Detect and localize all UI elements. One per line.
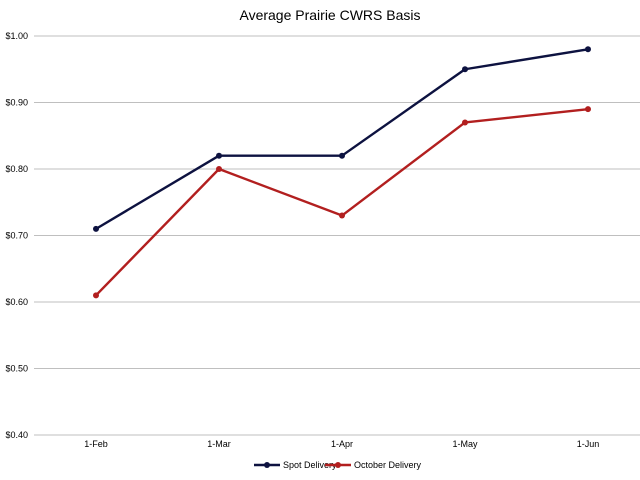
legend-item: Spot Delivery xyxy=(254,460,337,470)
data-point xyxy=(462,66,468,73)
data-point xyxy=(93,225,99,232)
x-tick-label: 1-Jun xyxy=(577,439,600,449)
legend: Spot Delivery October Delivery xyxy=(254,460,422,470)
y-tick-label: $0.60 xyxy=(5,297,28,307)
x-axis-ticks: 1-Feb 1-Mar 1-Apr 1-May 1-Jun xyxy=(84,439,599,449)
legend-item: October Delivery xyxy=(325,460,422,470)
x-tick-label: 1-Apr xyxy=(331,439,353,449)
data-point xyxy=(585,106,591,113)
series-line xyxy=(95,48,589,230)
grid-layer xyxy=(34,35,640,436)
data-point xyxy=(216,152,222,159)
series-line xyxy=(95,107,589,297)
data-point xyxy=(585,46,591,53)
x-tick-label: 1-Mar xyxy=(207,439,231,449)
y-tick-label: $0.80 xyxy=(5,164,28,174)
legend-label: Spot Delivery xyxy=(283,460,337,470)
data-point xyxy=(93,292,99,299)
x-tick-label: 1-May xyxy=(452,439,478,449)
chart-title: Average Prairie CWRS Basis xyxy=(239,7,420,23)
data-point xyxy=(339,212,345,219)
y-tick-label: $0.40 xyxy=(5,430,28,440)
data-point xyxy=(339,152,345,159)
data-point xyxy=(216,166,222,172)
y-tick-label: $1.00 xyxy=(5,31,28,41)
data-point xyxy=(462,119,468,126)
y-tick-label: $0.70 xyxy=(5,231,28,241)
series-spot-delivery xyxy=(93,46,591,232)
y-tick-label: $0.90 xyxy=(5,98,28,108)
legend-swatch-marker xyxy=(335,462,341,468)
y-tick-label: $0.50 xyxy=(5,364,28,374)
y-axis-ticks: $0.40 $0.50 $0.60 $0.70 $0.80 $0.90 $1.00 xyxy=(5,31,28,440)
series-layer xyxy=(93,46,591,299)
series-october-delivery xyxy=(93,106,591,299)
x-tick-label: 1-Feb xyxy=(84,439,108,449)
legend-label: October Delivery xyxy=(354,460,422,470)
legend-swatch-marker xyxy=(264,462,270,468)
